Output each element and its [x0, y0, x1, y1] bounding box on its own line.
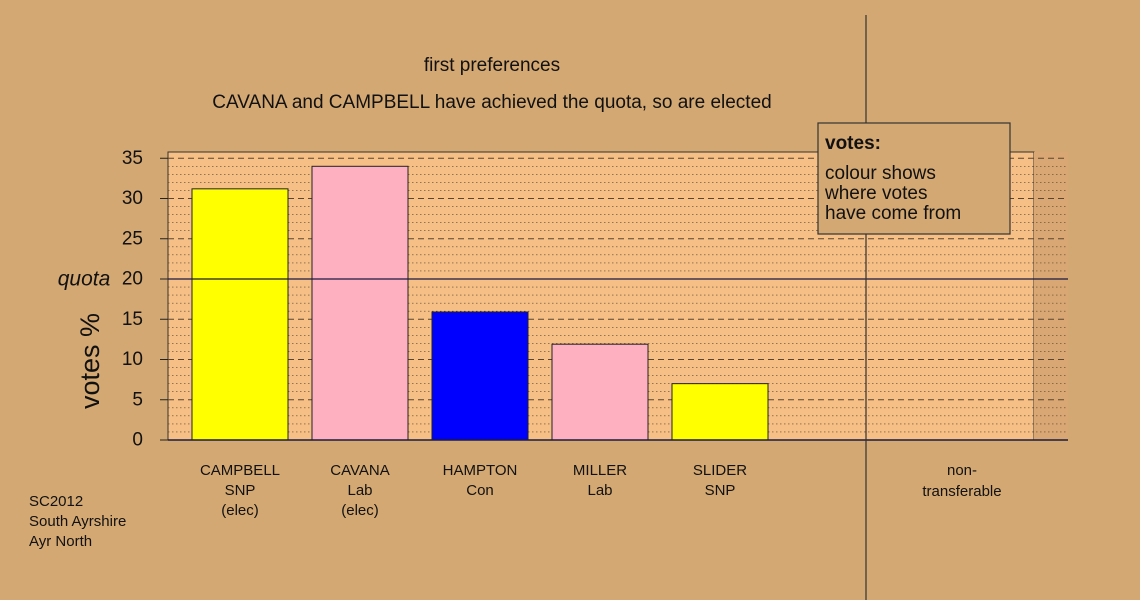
x-tick-label: SLIDER [693, 462, 747, 479]
y-tick-label: 5 [132, 389, 143, 410]
x-tick-label: CAMPBELL [200, 462, 280, 479]
y-tick-label: 10 [122, 349, 143, 370]
y-ticks: 0 5 10 15 20 25 30 35 [122, 148, 168, 451]
bar-slider [671, 383, 769, 441]
x-tick-label: SNP [705, 482, 736, 499]
bar-hampton [431, 311, 529, 441]
x-tick-label: Lab [587, 482, 612, 499]
footer-line-3: Ayr North [29, 533, 92, 550]
y-tick-label: 0 [132, 430, 143, 451]
chart-subtitle: CAVANA and CAMPBELL have achieved the qu… [212, 92, 771, 113]
y-axis-label: votes % [75, 313, 105, 409]
bar-campbell [191, 188, 289, 441]
chart-title: first preferences [424, 55, 560, 76]
y-tick-label: 35 [122, 148, 143, 169]
legend-line-2: where votes [824, 183, 927, 204]
legend-box [817, 122, 1011, 235]
y-tick-label: 30 [122, 188, 143, 209]
footer-line-1: SC2012 [29, 493, 83, 510]
footer-line-2: South Ayrshire [29, 513, 126, 530]
quota-label: quota [58, 268, 111, 291]
x-tick-label: Lab [347, 482, 372, 499]
x-tick-label: (elec) [341, 502, 379, 519]
bar-miller [551, 343, 649, 441]
y-tick-label: 15 [122, 309, 143, 330]
x-tick-label: CAVANA [330, 462, 389, 479]
bar-cavana [311, 165, 409, 441]
bars [191, 165, 769, 441]
legend-line-1: colour shows [825, 163, 936, 184]
y-tick-label: 20 [122, 269, 143, 290]
legend-line-3: have come from [825, 203, 961, 224]
nontransferable-label-line1: non- [947, 462, 977, 479]
x-tick-label: MILLER [573, 462, 627, 479]
legend: votes: colour shows where votes have com… [817, 122, 1011, 235]
x-tick-label: Con [466, 482, 494, 499]
x-tick-label: HAMPTON [443, 462, 518, 479]
legend-title: votes: [825, 133, 881, 154]
nontransferable-label-line2: transferable [922, 483, 1001, 500]
x-tick-label: SNP [225, 482, 256, 499]
y-tick-label: 25 [122, 228, 143, 249]
nontransferable-area [1034, 152, 1068, 440]
x-labels: CAMPBELL SNP (elec) CAVANA Lab (elec) HAMPTON C… [200, 462, 747, 519]
x-tick-label: (elec) [221, 502, 259, 519]
